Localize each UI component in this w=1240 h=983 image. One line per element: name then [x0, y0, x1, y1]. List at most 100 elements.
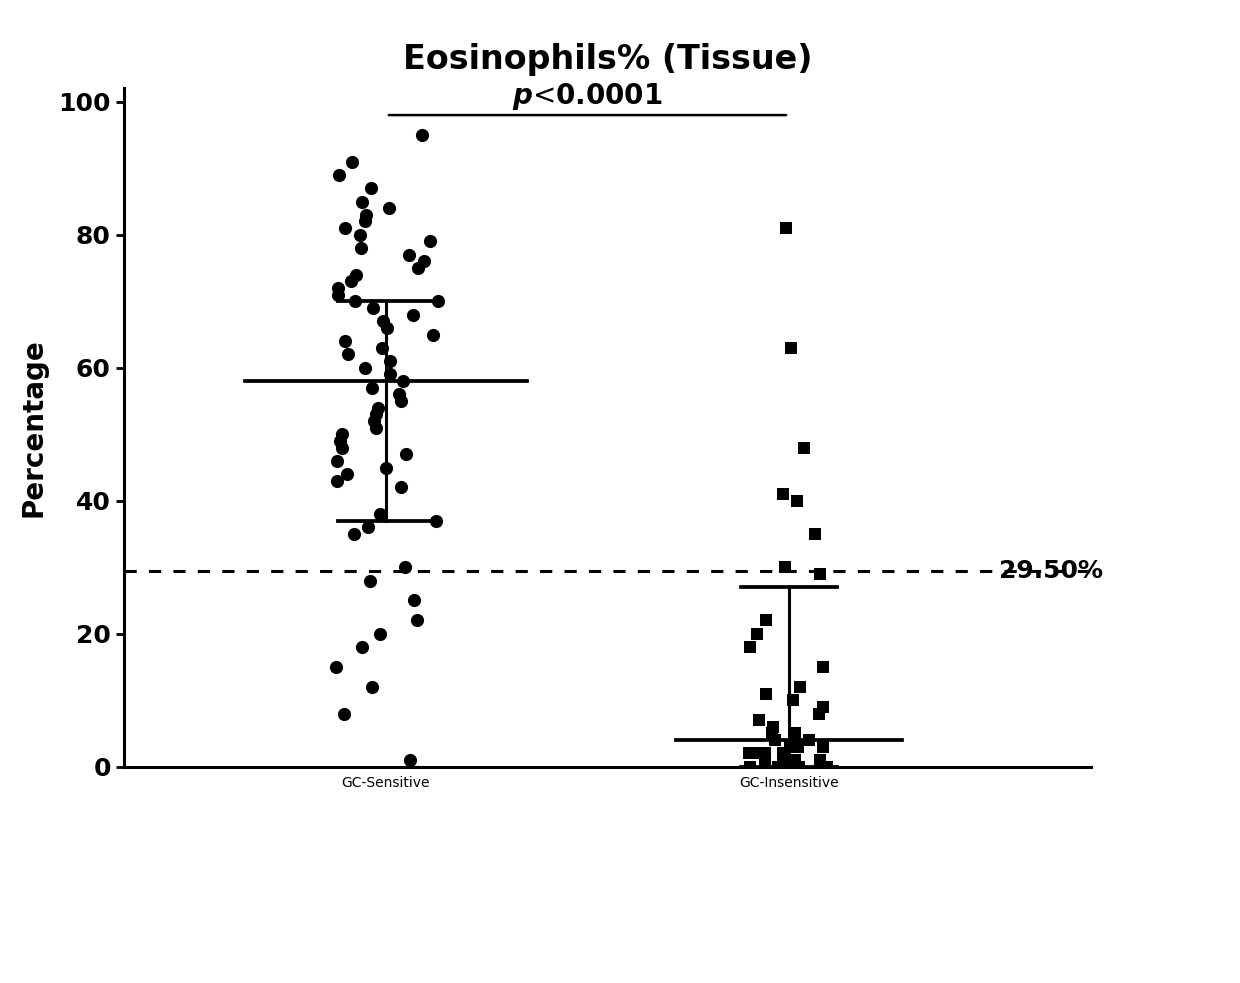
Point: [765, 732, 785, 748]
Point: [379, 367, 399, 382]
Point: [408, 260, 428, 276]
Point: [372, 340, 392, 356]
Point: [414, 254, 434, 269]
Point: [351, 240, 371, 256]
Point: [755, 752, 775, 768]
Point: [740, 759, 760, 775]
Point: [785, 752, 805, 768]
Point: [810, 566, 830, 582]
Point: [327, 287, 347, 303]
Point: [332, 427, 352, 442]
Point: [813, 739, 833, 755]
Point: [365, 413, 384, 429]
Point: [345, 293, 365, 309]
Point: [332, 439, 352, 455]
Point: [352, 639, 372, 655]
Point: [391, 480, 410, 495]
Point: [376, 460, 396, 476]
Point: [326, 453, 346, 469]
Point: [330, 434, 350, 449]
Point: [789, 759, 808, 775]
Point: [413, 127, 433, 143]
Point: [335, 220, 355, 236]
Point: [773, 745, 792, 761]
Point: [407, 612, 427, 628]
Point: [810, 706, 830, 722]
Point: [775, 559, 795, 575]
Point: [346, 266, 366, 282]
Point: [356, 207, 376, 223]
Point: [789, 759, 808, 775]
Point: [352, 194, 372, 209]
Point: [773, 752, 792, 768]
Point: [396, 559, 415, 575]
Point: [773, 487, 792, 502]
Point: [423, 326, 443, 342]
Point: [425, 513, 445, 529]
Point: [799, 732, 818, 748]
Point: [326, 660, 346, 675]
Point: [362, 679, 382, 695]
Point: [393, 374, 413, 389]
Point: [335, 333, 355, 349]
Point: [782, 692, 802, 708]
Point: [756, 686, 776, 702]
Text: 29.50%: 29.50%: [998, 558, 1102, 583]
Point: [748, 626, 768, 642]
Point: [813, 759, 833, 775]
Point: [379, 201, 399, 216]
Point: [403, 307, 423, 322]
Point: [812, 660, 832, 675]
Point: [817, 759, 837, 775]
Point: [805, 526, 825, 542]
Point: [815, 759, 835, 775]
Point: [373, 314, 393, 329]
Point: [768, 759, 787, 775]
Point: [779, 752, 799, 768]
Point: [399, 247, 419, 262]
Point: [749, 713, 769, 728]
Point: [739, 745, 759, 761]
Point: [781, 340, 801, 356]
Title: Eosinophils% (Tissue): Eosinophils% (Tissue): [403, 43, 812, 76]
Point: [371, 506, 391, 522]
Point: [371, 626, 391, 642]
Point: [397, 446, 417, 462]
Point: [763, 719, 782, 734]
Point: [361, 573, 381, 589]
Point: [341, 273, 361, 289]
Point: [342, 153, 362, 169]
Point: [337, 466, 357, 482]
Point: [755, 745, 775, 761]
Point: [327, 473, 347, 489]
Point: [329, 280, 348, 296]
Point: [776, 220, 796, 236]
Point: [744, 745, 764, 761]
Point: [763, 725, 782, 741]
Point: [389, 386, 409, 402]
Point: [379, 353, 399, 369]
Point: [362, 379, 382, 395]
Y-axis label: Percentage: Percentage: [19, 338, 47, 517]
Point: [391, 393, 410, 409]
Point: [367, 400, 387, 416]
Point: [334, 706, 353, 722]
Point: [420, 234, 440, 250]
Point: [811, 759, 831, 775]
Point: [339, 347, 358, 363]
Point: [366, 420, 386, 435]
Point: [363, 300, 383, 316]
Point: [785, 725, 805, 741]
Point: [810, 752, 830, 768]
Point: [794, 439, 813, 455]
Point: [377, 320, 397, 336]
Point: [756, 612, 776, 628]
Point: [330, 167, 350, 183]
Point: [740, 639, 760, 655]
Point: [428, 293, 448, 309]
Point: [356, 213, 376, 229]
Point: [787, 739, 807, 755]
Text: $\bfit{p}$<$\bf{0.0001}$: $\bfit{p}$<$\bf{0.0001}$: [512, 81, 662, 112]
Point: [358, 519, 378, 535]
Point: [404, 593, 424, 608]
